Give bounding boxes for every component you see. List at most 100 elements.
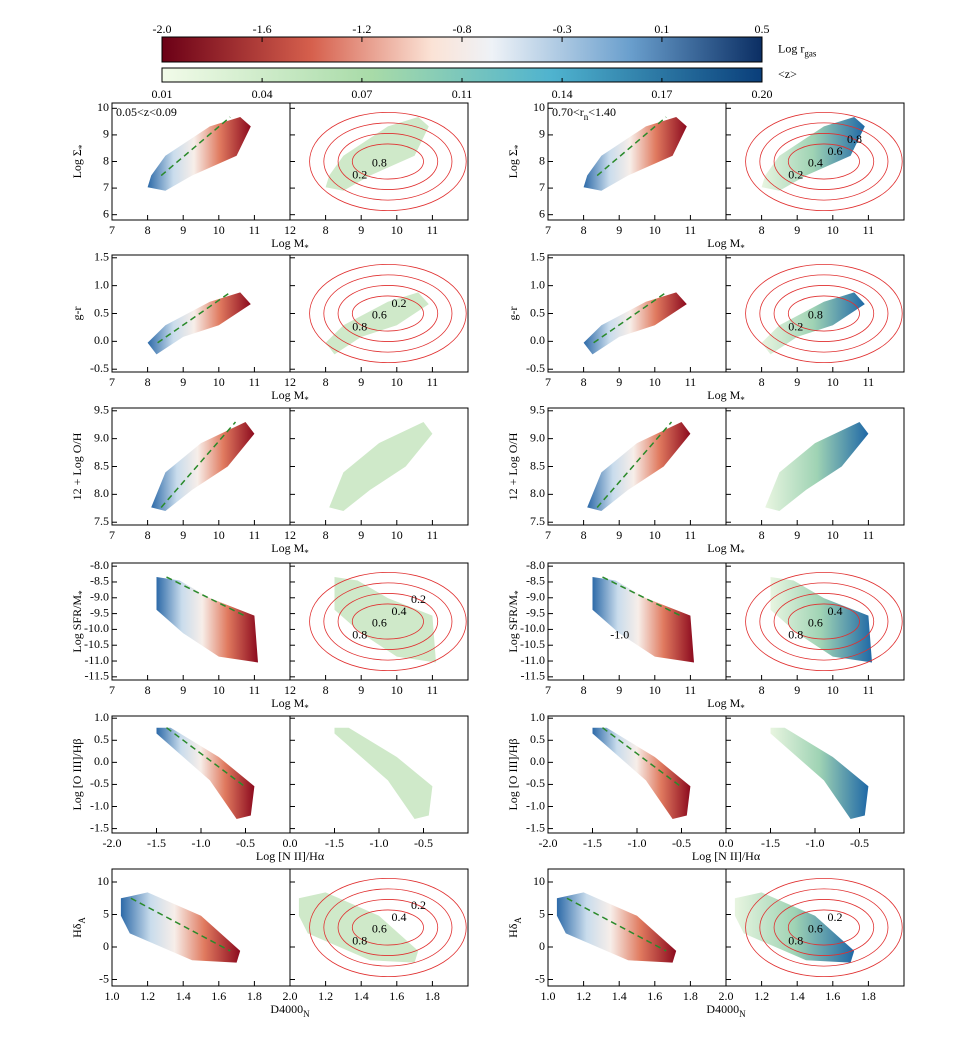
x-tick-label: 10 xyxy=(649,375,661,389)
x-tick-label: 9 xyxy=(794,528,800,542)
x-tick-label: 8 xyxy=(759,683,765,697)
contour-label: 0.2 xyxy=(411,898,426,912)
x-tick-label: 11 xyxy=(427,375,439,389)
y-axis-label-part: g-r xyxy=(506,307,520,321)
density-map xyxy=(325,117,429,191)
contour-label: 0.8 xyxy=(372,156,387,170)
density-map xyxy=(587,422,691,511)
y-tick-label: 9.0 xyxy=(530,430,545,444)
x-axis-label-part: Log M xyxy=(271,541,304,555)
density-map xyxy=(325,292,429,355)
y-tick-label: 8.0 xyxy=(530,486,545,500)
x-tick-label: 9 xyxy=(616,223,622,237)
panel-frame xyxy=(289,715,469,834)
median-line xyxy=(593,291,667,344)
colorbar-tick-label: 0.17 xyxy=(651,87,672,101)
y-tick-label: -8.5 xyxy=(526,574,545,588)
density-map xyxy=(156,727,255,819)
x-tick-label: 7 xyxy=(109,683,115,697)
x-axis-label-part: * xyxy=(304,395,309,405)
x-tick-label: -1.0 xyxy=(628,836,647,850)
y-tick-label: -8.0 xyxy=(90,558,109,572)
y-tick-label: 7.5 xyxy=(94,514,109,528)
x-tick-label: 1.4 xyxy=(354,989,369,1003)
y-axis-label: Log SFR/M* xyxy=(70,590,87,653)
contour xyxy=(309,263,467,364)
contour xyxy=(337,133,439,190)
y-tick-label: -10.0 xyxy=(84,621,109,635)
panel-frame xyxy=(289,868,469,987)
density-map xyxy=(761,117,865,191)
colorbar-tick-label: -0.3 xyxy=(553,22,572,36)
median-line xyxy=(157,291,231,344)
y-tick-label: -1.0 xyxy=(90,798,109,812)
y-axis-label-part: Log SFR/M xyxy=(70,595,84,653)
colorbar-tick-label: 0.07 xyxy=(351,87,372,101)
y-tick-label: 8.5 xyxy=(94,458,109,472)
panel-frame xyxy=(289,562,469,681)
contour-label: 0.6 xyxy=(808,616,823,630)
density-map xyxy=(334,727,433,819)
density-map xyxy=(592,727,691,819)
x-tick-label: 9 xyxy=(180,223,186,237)
x-tick-label: 8 xyxy=(145,223,151,237)
y-axis-label: Log SFR/M* xyxy=(506,590,523,653)
y-axis-label: 12 + Log O/H xyxy=(506,432,520,500)
contour-label: 0.6 xyxy=(372,616,387,630)
y-axis-label-part: Hδ xyxy=(70,923,84,938)
y-tick-label: 8.5 xyxy=(530,458,545,472)
y-tick-label: -10.5 xyxy=(520,637,545,651)
x-axis-label-part: * xyxy=(304,703,309,713)
x-tick-label: 8 xyxy=(581,683,587,697)
y-tick-label: -5 xyxy=(535,971,545,985)
x-axis-label: Log M* xyxy=(707,236,745,253)
x-tick-label: 1.2 xyxy=(318,989,333,1003)
y-tick-label: -1.0 xyxy=(526,798,545,812)
x-tick-label: 7 xyxy=(545,223,551,237)
colorbar-tick-label: 0.11 xyxy=(452,87,473,101)
y-tick-label: -1.5 xyxy=(90,820,109,834)
x-axis-label-part: * xyxy=(304,548,309,558)
density-map xyxy=(298,892,419,963)
contour-label: 0.8 xyxy=(847,132,862,146)
median-line xyxy=(166,727,245,787)
x-tick-label: 0.0 xyxy=(283,836,298,850)
x-tick-label: 8 xyxy=(759,223,765,237)
x-tick-label: 8 xyxy=(759,375,765,389)
x-tick-label: 1.8 xyxy=(247,989,262,1003)
density-map xyxy=(556,892,677,963)
x-tick-label: 9 xyxy=(358,223,364,237)
x-tick-label: -0.5 xyxy=(850,836,869,850)
contour xyxy=(787,143,860,180)
contour xyxy=(309,877,467,978)
x-tick-label: 10 xyxy=(213,223,225,237)
contour xyxy=(745,111,903,212)
contour xyxy=(759,888,889,967)
x-tick-label: -2.0 xyxy=(539,836,558,850)
x-tick-label: 1.2 xyxy=(576,989,591,1003)
y-tick-label: -11.0 xyxy=(520,653,545,667)
y-tick-label: -0.5 xyxy=(90,361,109,375)
median-line xyxy=(566,897,667,952)
density-map xyxy=(734,892,855,963)
x-tick-label: 10 xyxy=(827,375,839,389)
x-tick-label: 11 xyxy=(863,223,875,237)
y-tick-label: 1.0 xyxy=(94,277,109,291)
x-tick-label: 9 xyxy=(616,683,622,697)
x-tick-label: 1.4 xyxy=(176,989,191,1003)
panel-title: 0.70<rn<1.40 xyxy=(552,105,616,122)
contour-label: 0.8 xyxy=(352,319,367,333)
y-tick-label: -8.5 xyxy=(90,574,109,588)
y-tick-label: -8.0 xyxy=(526,558,545,572)
contour-label: 0.2 xyxy=(411,592,426,606)
x-tick-label: -1.0 xyxy=(370,836,389,850)
density-map xyxy=(156,577,258,663)
contour xyxy=(323,582,453,661)
y-tick-label: -5 xyxy=(99,971,109,985)
y-tick-label: 0.0 xyxy=(94,754,109,768)
x-tick-label: 9 xyxy=(358,375,364,389)
y-tick-label: 0 xyxy=(103,939,109,953)
contour-label: 0.8 xyxy=(808,308,823,322)
y-tick-label: 10 xyxy=(533,874,545,888)
contour xyxy=(323,274,453,353)
